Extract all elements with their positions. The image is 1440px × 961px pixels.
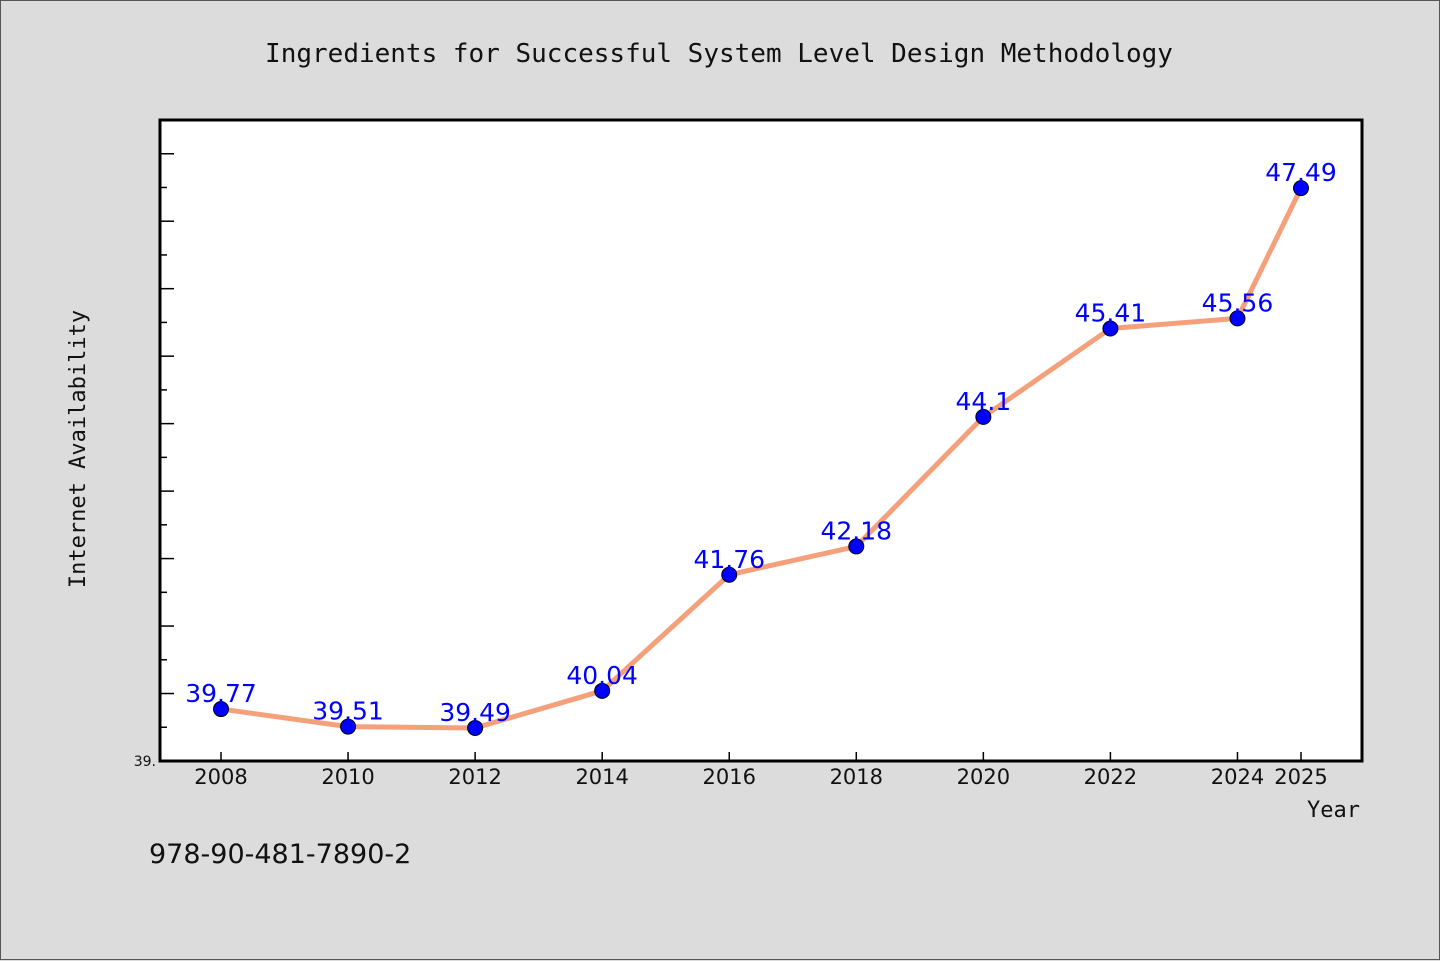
series-group xyxy=(213,180,1309,736)
data-label: 41.76 xyxy=(693,545,765,574)
data-point xyxy=(213,701,229,718)
data-label: 47.49 xyxy=(1265,158,1337,187)
data-point xyxy=(975,408,992,425)
data-point xyxy=(1229,310,1246,327)
x-axis-title: Year xyxy=(1307,798,1360,823)
chart-title: Ingredients for Successful System Level … xyxy=(265,39,1173,69)
x-tick-label: 2018 xyxy=(830,765,883,789)
x-tick-label: 2022 xyxy=(1084,765,1137,789)
series-line xyxy=(218,185,1304,731)
data-point xyxy=(1102,320,1119,337)
data-point xyxy=(1293,180,1309,197)
x-axis-ticks: 2008 2010 2012 2014 2016 2018 2020 2022 2024 2025 xyxy=(194,752,1328,789)
data-label: 39.49 xyxy=(439,698,511,727)
data-point xyxy=(467,719,484,736)
x-tick-label: 2010 xyxy=(321,765,374,789)
data-point xyxy=(848,538,865,555)
y-axis-ticks xyxy=(160,119,174,762)
x-tick-label: 2020 xyxy=(957,765,1010,789)
data-point xyxy=(594,682,611,699)
data-label: 44.1 xyxy=(956,387,1012,416)
x-tick-label: 2012 xyxy=(448,765,501,789)
x-tick-label: 2025 xyxy=(1274,765,1327,789)
data-label: 45.56 xyxy=(1202,288,1274,317)
x-tick-label: 2016 xyxy=(703,765,756,789)
data-label: 45.41 xyxy=(1075,298,1147,327)
y-axis-title: Internet Availability xyxy=(66,310,91,588)
data-labels: 39.77 39.51 39.49 40.04 41.76 42.18 44.1 45.41 4… xyxy=(185,158,1337,727)
data-label: 40.04 xyxy=(566,661,638,690)
data-label: 42.18 xyxy=(821,516,893,545)
y-axis-min-label: 39. xyxy=(134,754,156,770)
plot-area xyxy=(158,118,1364,763)
data-label: 39.77 xyxy=(185,679,257,708)
data-label: 39.51 xyxy=(312,697,384,726)
x-tick-label: 2014 xyxy=(575,765,628,789)
x-tick-label: 2008 xyxy=(194,765,247,789)
data-point xyxy=(340,718,357,735)
data-point xyxy=(721,566,738,583)
isbn-footer: 978-90-481-7890-2 xyxy=(149,839,411,870)
x-tick-label: 2024 xyxy=(1211,765,1264,789)
